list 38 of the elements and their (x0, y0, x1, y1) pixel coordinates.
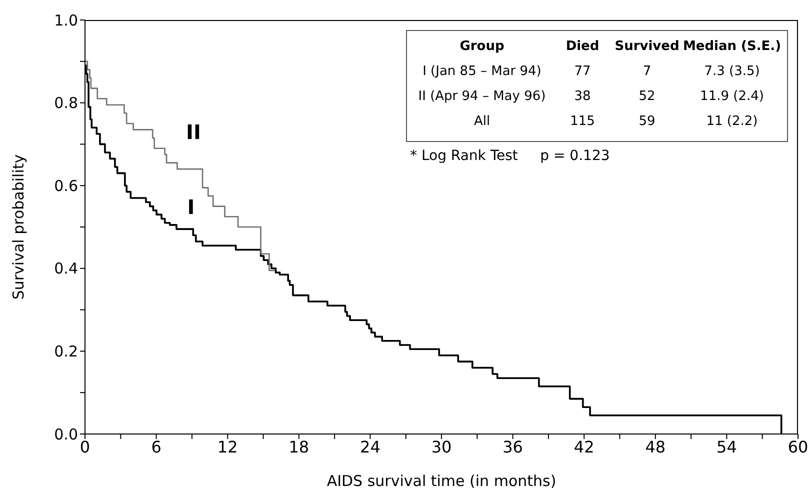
annotation: 11.9 (2.4) (699, 89, 765, 104)
annotation: Died (564, 39, 600, 54)
annotation: 7 (642, 64, 652, 79)
x-tick-label: 6 (151, 437, 162, 456)
annotation: Median (S.E.) (682, 39, 782, 54)
annotation: 77 (573, 64, 592, 79)
x-tick-label: 12 (217, 437, 238, 456)
annotation: 52 (638, 89, 656, 104)
annotation: 38 (573, 89, 592, 104)
x-tick-label: 42 (574, 437, 594, 456)
annotation: Group (458, 39, 506, 54)
annotation: 59 (638, 114, 656, 129)
y-tick-label: 0.2 (54, 342, 78, 361)
x-tick-label: 24 (360, 437, 380, 456)
y-axis-title: Survival probability (9, 154, 28, 300)
annotation: All (472, 114, 492, 129)
annotation: 7.3 (3.5) (703, 64, 761, 79)
y-tick-label: 0.6 (54, 176, 78, 195)
y-tick-label: 0.8 (54, 94, 78, 112)
x-tick-label: 48 (645, 437, 666, 456)
annotation: 11 (2.2) (705, 114, 759, 129)
x-tick-label: 30 (431, 437, 452, 456)
annotation: 115 (569, 114, 596, 129)
x-tick-label: 0 (80, 437, 90, 456)
x-tick-label: 18 (288, 437, 310, 456)
series-label: I (187, 194, 195, 219)
annotation: * Log Rank Test p = 0.123 (410, 148, 610, 164)
y-tick-label: 1.0 (54, 11, 78, 30)
y-tick-label: 0.0 (54, 425, 78, 444)
series-label: II (186, 120, 201, 144)
annotation: II (Apr 94 – May 96) (417, 89, 547, 104)
x-tick-label: 60 (788, 437, 808, 456)
annotation: I (Jan 85 – Mar 94) (422, 64, 542, 79)
x-tick-label: 54 (716, 437, 737, 456)
x-axis-title: AIDS survival time (in months) (326, 472, 556, 490)
x-tick-label: 36 (502, 437, 523, 456)
annotation: Survived (614, 39, 680, 54)
y-tick-label: 0.4 (54, 260, 78, 278)
